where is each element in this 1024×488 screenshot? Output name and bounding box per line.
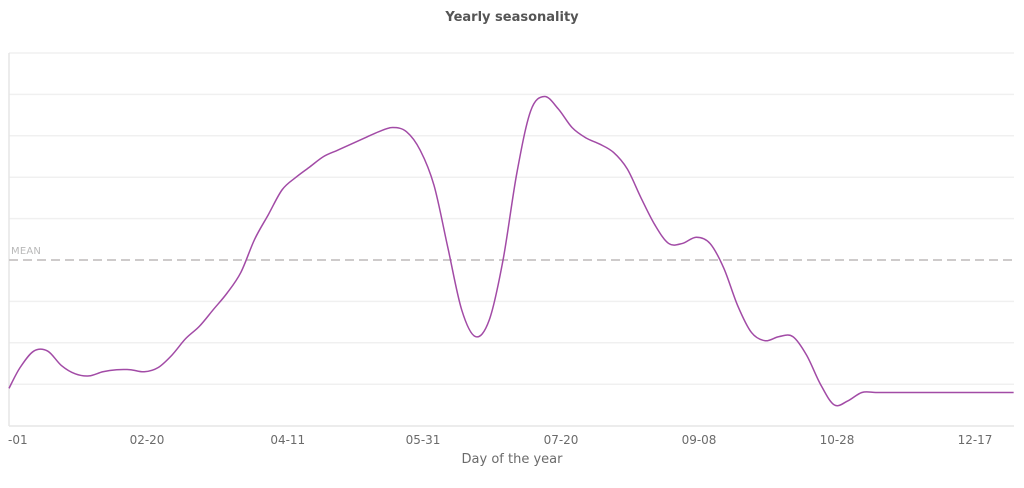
x-tick-label: 10-28 [819,433,855,447]
chart-title: Yearly seasonality [445,10,579,25]
x-tick-label: 05-31 [405,433,441,447]
x-tick-label: 12-17 [957,433,993,447]
x-axis-label: Day of the year [461,452,563,467]
x-tick-label: 02-20 [129,433,165,447]
mean-label: MEAN [11,246,42,257]
seasonality-line [8,95,1014,407]
x-tick-label: 04-11 [270,433,306,447]
gridlines [9,52,1014,385]
x-tick-label: 07-20 [543,433,579,447]
x-tick-label: 09-08 [681,433,717,447]
x-tick-label: -01 [8,433,28,447]
